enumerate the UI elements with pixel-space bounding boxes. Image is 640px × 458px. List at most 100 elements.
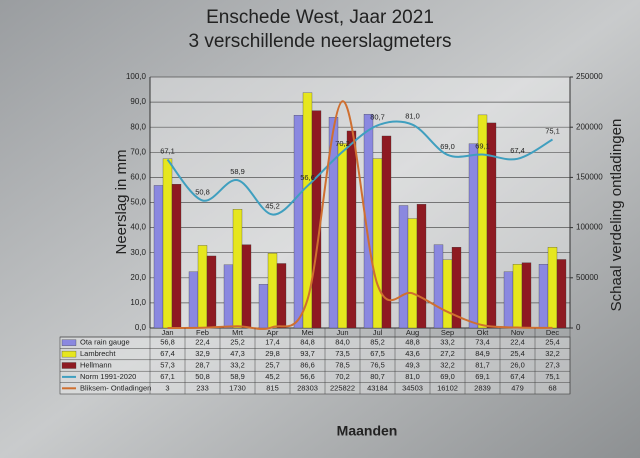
chart-subtitle: 3 verschillende neerslagmeters bbox=[189, 31, 452, 52]
legend-swatch bbox=[61, 362, 77, 369]
table-cell: 81,7 bbox=[475, 360, 490, 369]
table-cell: 78,5 bbox=[335, 360, 350, 369]
table-cell: 22,4 bbox=[510, 338, 525, 347]
table-cell: 32,9 bbox=[195, 349, 210, 358]
table-cell: 28303 bbox=[297, 383, 318, 392]
table-cell: 73,4 bbox=[475, 338, 490, 347]
bar bbox=[468, 143, 479, 329]
table-cell: 43,6 bbox=[405, 349, 420, 358]
y-tick-label: 30,0 bbox=[130, 248, 146, 257]
bar bbox=[346, 130, 357, 329]
bar bbox=[171, 184, 182, 329]
bar bbox=[556, 259, 567, 329]
x-tick-label: Nov bbox=[511, 328, 525, 337]
y2-tick-label: 150000 bbox=[576, 173, 603, 182]
y-tick-label: 20,0 bbox=[130, 273, 146, 282]
bar bbox=[267, 253, 278, 329]
table-cell: 815 bbox=[266, 383, 279, 392]
bar bbox=[188, 271, 199, 329]
table-cell: 27,3 bbox=[545, 360, 560, 369]
x-tick-label: Sep bbox=[441, 328, 454, 337]
table-cell: 29,8 bbox=[265, 349, 280, 358]
table-cell: 2839 bbox=[474, 383, 491, 392]
bar bbox=[197, 245, 208, 329]
y-tick-label: 60,0 bbox=[130, 173, 146, 182]
table-cell: 84,8 bbox=[300, 338, 315, 347]
y-tick-label: 40,0 bbox=[130, 223, 146, 232]
bar bbox=[547, 247, 558, 329]
data-label: 56,6 bbox=[300, 173, 315, 182]
x-tick-label: Dec bbox=[546, 328, 560, 337]
data-label: 69,0 bbox=[440, 142, 455, 151]
bar bbox=[232, 209, 243, 329]
table-cell: 76,5 bbox=[370, 360, 385, 369]
table-cell: 67,4 bbox=[510, 372, 525, 381]
y-tick-label: 0,0 bbox=[135, 323, 147, 332]
data-label: 50,8 bbox=[195, 187, 210, 196]
table-cell: 479 bbox=[511, 383, 524, 392]
table-cell: 25,2 bbox=[230, 338, 245, 347]
y-tick-label: 50,0 bbox=[130, 198, 146, 207]
bar bbox=[451, 247, 462, 329]
x-tick-label: Apr bbox=[267, 328, 279, 337]
bar bbox=[241, 244, 252, 329]
table-cell: 85,2 bbox=[370, 338, 385, 347]
table-cell: 67,4 bbox=[160, 349, 175, 358]
bar bbox=[407, 218, 418, 329]
data-label: 75,1 bbox=[545, 126, 560, 135]
x-axis-label: Maanden bbox=[337, 423, 398, 439]
y-tick-label: 70,0 bbox=[130, 147, 146, 156]
table-cell: 86,6 bbox=[300, 360, 315, 369]
line bbox=[167, 100, 553, 330]
y-axis-label: Neerslag in mm bbox=[113, 149, 130, 254]
y-tick-label: 80,0 bbox=[130, 122, 146, 131]
y-tick-label: 90,0 bbox=[130, 97, 146, 106]
bar bbox=[503, 271, 514, 329]
table-cell: 93,7 bbox=[300, 349, 315, 358]
table-cell: 28,7 bbox=[195, 360, 210, 369]
legend-label: Norm 1991-2020 bbox=[80, 372, 136, 381]
data-label: 81,0 bbox=[405, 112, 420, 121]
table-cell: 25,4 bbox=[545, 338, 560, 347]
legend-swatch bbox=[61, 339, 77, 346]
table-cell: 67,5 bbox=[370, 349, 385, 358]
table-cell: 81,0 bbox=[405, 372, 420, 381]
table-cell: 68 bbox=[548, 383, 556, 392]
table-cell: 34503 bbox=[402, 383, 423, 392]
table-cell: 48,8 bbox=[405, 338, 420, 347]
table-cell: 32,2 bbox=[440, 360, 455, 369]
table-cell: 225822 bbox=[330, 383, 355, 392]
table-cell: 3 bbox=[165, 383, 169, 392]
bar bbox=[381, 135, 392, 329]
y-tick-label: 100,0 bbox=[126, 72, 147, 81]
table-cell: 84,9 bbox=[475, 349, 490, 358]
y2-axis-label: Schaal verdeling ontladingen bbox=[608, 119, 625, 312]
bar bbox=[162, 158, 173, 329]
legend-label: Lambrecht bbox=[80, 349, 116, 358]
data-label: 58,9 bbox=[230, 167, 245, 176]
table-cell: 69,1 bbox=[475, 372, 490, 381]
x-tick-label: Mrt bbox=[232, 328, 244, 337]
table-cell: 56,8 bbox=[160, 338, 175, 347]
table-bg bbox=[59, 336, 571, 395]
table-cell: 32,2 bbox=[545, 349, 560, 358]
bar bbox=[521, 262, 532, 329]
table-cell: 56,6 bbox=[300, 372, 315, 381]
table-cell: 17,4 bbox=[265, 338, 280, 347]
y2-tick-label: 250000 bbox=[576, 72, 603, 81]
bar bbox=[153, 185, 164, 329]
table-cell: 67,1 bbox=[160, 372, 175, 381]
table-cell: 73,5 bbox=[335, 349, 350, 358]
legend-swatch bbox=[61, 350, 77, 358]
table-cell: 57,3 bbox=[160, 360, 175, 369]
line bbox=[166, 120, 554, 216]
table-cell: 69,0 bbox=[440, 372, 455, 381]
x-tick-label: Aug bbox=[406, 328, 419, 337]
bar bbox=[512, 264, 523, 329]
table-cell: 25,4 bbox=[510, 349, 525, 358]
legend-label: Ota rain gauge bbox=[80, 338, 130, 347]
bar bbox=[442, 259, 453, 329]
bar bbox=[311, 110, 322, 329]
